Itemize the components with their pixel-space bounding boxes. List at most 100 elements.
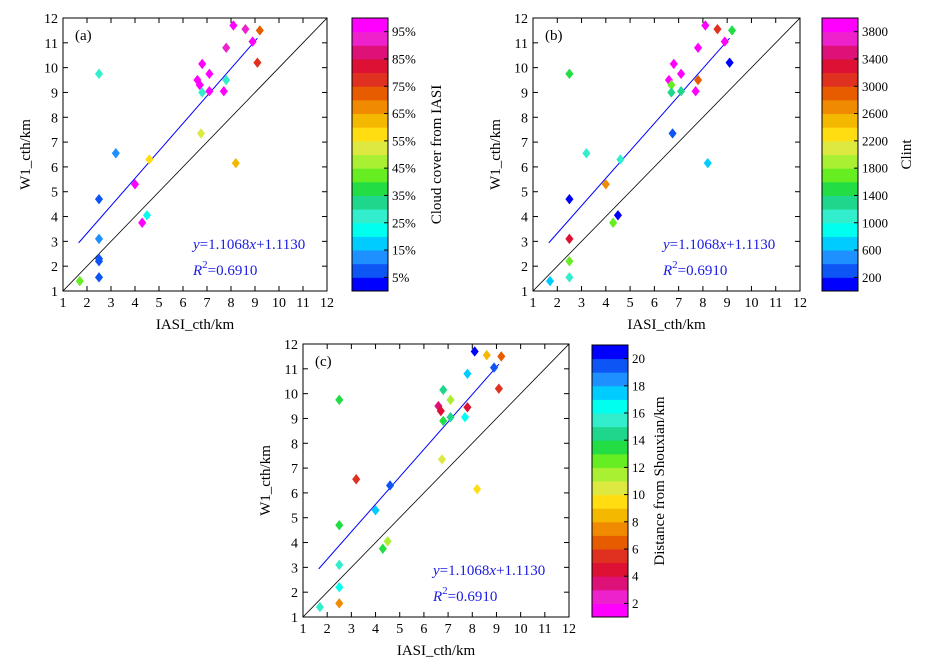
data-point (383, 536, 392, 547)
r-squared: R2=0.6910 (192, 259, 257, 279)
x-tick-label: 10 (272, 296, 286, 311)
chart-panel-3: 1 2 3 4 5 6 7 8 9 10 11 12123456789101112IASI_cth/k… (258, 338, 668, 659)
colorbar-tick-label: 75% (392, 79, 416, 94)
y-axis-label: W1_cth/km (488, 119, 504, 190)
data-point (130, 179, 140, 190)
regression-equation: y=1.1068x+1.1130 (661, 237, 775, 253)
y-tick-label: 8 (291, 437, 298, 452)
colorbar-segment (822, 277, 858, 292)
regression-line (78, 37, 258, 244)
data-point (463, 368, 472, 379)
y-tick-label: 11 (45, 37, 58, 52)
data-point (255, 25, 264, 36)
x-tick-label: 4 (132, 296, 139, 311)
colorbar-tick-label: 16 (632, 406, 646, 421)
data-point (677, 86, 686, 97)
colorbar-segment (822, 195, 858, 210)
data-point (94, 193, 104, 205)
colorbar-tick-label: 2 (632, 596, 639, 611)
data-point (601, 179, 610, 190)
y-axis-label: W1_cth/km (18, 119, 34, 190)
data-point (335, 559, 344, 571)
y-tick-label: 2 (291, 586, 298, 601)
x-tick-label: 11 (538, 622, 551, 637)
panel-label: (a) (75, 28, 92, 44)
data-point (439, 384, 448, 396)
colorbar-segment (822, 209, 858, 224)
data-point (565, 233, 574, 245)
x-tick-label: 2 (84, 296, 91, 311)
data-point (352, 474, 361, 485)
data-point (335, 582, 344, 593)
data-point (229, 20, 238, 31)
x-tick-label: 3 (108, 296, 115, 311)
colorbar-tick-label: 95% (392, 24, 416, 39)
colorbar-tick-label: 14 (632, 433, 646, 448)
data-point (725, 57, 734, 68)
x-tick-label: 8 (469, 622, 476, 637)
colorbar-tick-label: 200 (862, 270, 882, 285)
y-tick-label: 8 (51, 111, 58, 126)
panel-label: (b) (545, 28, 563, 44)
data-point (497, 351, 506, 362)
colorbar-segment (352, 18, 388, 33)
data-point (727, 25, 737, 36)
colorbar-segment (822, 45, 858, 60)
y-tick-label: 2 (521, 260, 528, 275)
colorbar-tick-label: 2600 (862, 106, 888, 121)
data-point (253, 57, 262, 68)
colorbar-segment (822, 181, 858, 196)
colorbar-segment (592, 372, 628, 387)
data-point (565, 68, 574, 80)
colorbar-segment (822, 127, 858, 142)
colorbar-segment (822, 113, 858, 128)
x-tick-label: 5 (156, 296, 163, 311)
data-point (470, 346, 479, 357)
data-point (439, 415, 448, 427)
colorbar-segment (592, 358, 628, 373)
y-tick-label: 9 (291, 412, 298, 427)
y-tick-label: 3 (291, 561, 298, 576)
colorbar-segment (352, 58, 388, 74)
y-tick-label: 1 (521, 285, 528, 300)
colorbar-segment (592, 603, 628, 618)
x-tick-label: 7 (445, 622, 452, 637)
x-tick-label: 7 (675, 296, 682, 311)
x-tick-label: 12 (320, 296, 334, 311)
data-point (463, 402, 472, 413)
colorbar-segment (352, 31, 388, 46)
data-point (196, 128, 206, 139)
colorbar-tick-label: 18 (632, 378, 645, 393)
y-axis-label: W1_cth/km (258, 445, 274, 516)
colorbar-segment (352, 168, 388, 183)
colorbar-tick-label: 35% (392, 188, 416, 203)
colorbar-segment (592, 521, 628, 536)
x-tick-label: 3 (578, 296, 585, 311)
data-point (613, 210, 623, 221)
colorbar-segment (352, 195, 388, 210)
colorbar-tick-label: 2200 (862, 133, 888, 148)
colorbar-segment (352, 72, 388, 87)
x-tick-label: 9 (493, 622, 500, 637)
regression-line (318, 363, 500, 570)
colorbar-segment (592, 549, 628, 564)
colorbar-segment (822, 99, 858, 115)
data-point (145, 154, 154, 165)
panel-label: (c) (315, 354, 332, 370)
colorbar-segment (352, 277, 388, 292)
x-tick-label: 3 (348, 622, 355, 637)
colorbar-tick-label: 5% (392, 270, 410, 285)
colorbar-segment (822, 140, 858, 155)
colorbar-segment (822, 250, 858, 265)
y-tick-label: 10 (514, 62, 528, 77)
data-point (241, 23, 250, 35)
y-tick-label: 9 (521, 86, 528, 101)
colorbar-segment (352, 99, 388, 115)
colorbar-segment (822, 31, 858, 46)
regression-equation: y=1.1068x+1.1130 (191, 237, 305, 253)
data-point (198, 58, 207, 70)
colorbar-segment (352, 181, 388, 196)
colorbar-segment (592, 385, 628, 400)
y-tick-label: 9 (51, 86, 58, 101)
data-point (371, 505, 380, 516)
